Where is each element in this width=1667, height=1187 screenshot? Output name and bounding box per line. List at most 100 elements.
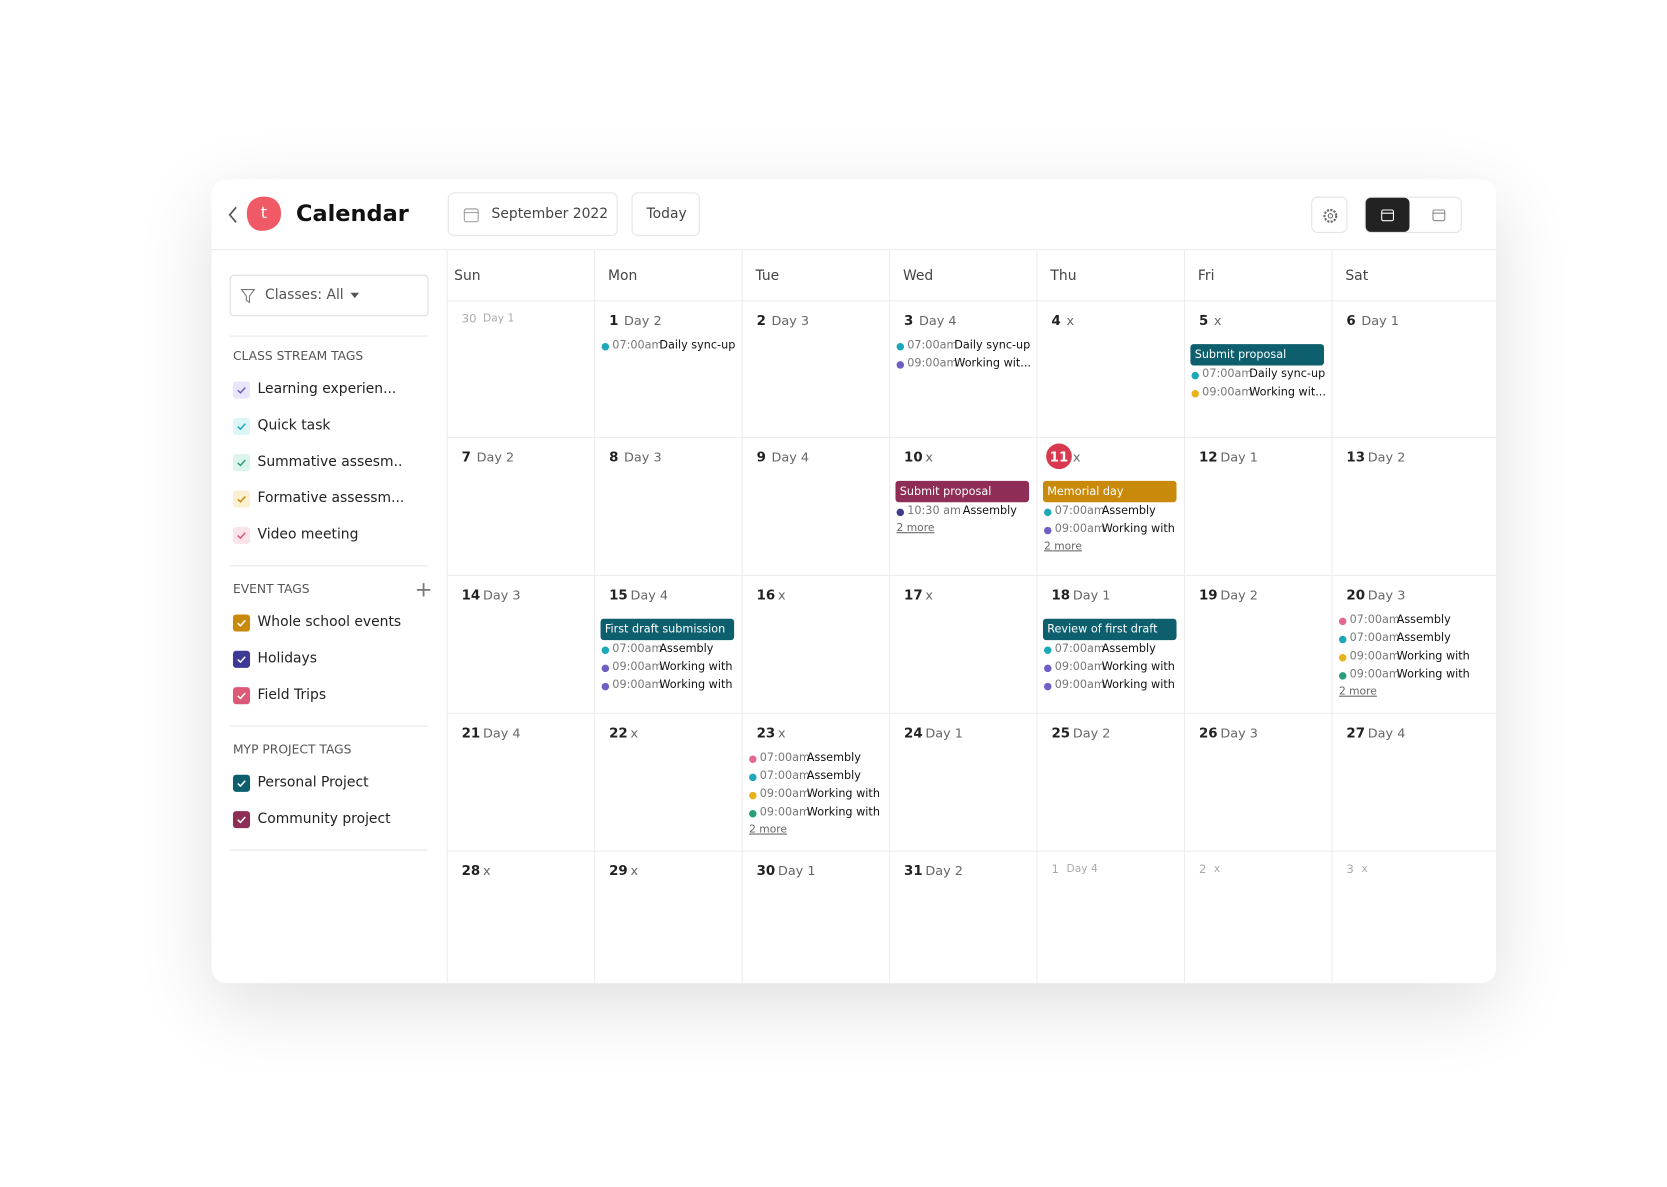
event-time: 09:00am <box>1349 649 1400 663</box>
header-divider <box>211 248 1497 251</box>
event-time: 09:00am <box>1202 385 1253 399</box>
event-title[interactable]: Working with <box>1396 667 1470 681</box>
tag-checkbox[interactable] <box>232 381 251 399</box>
tag-checkbox[interactable] <box>232 774 251 792</box>
date-number: 10 <box>904 448 923 465</box>
add-tag-button[interactable]: + <box>414 575 433 602</box>
event-banner[interactable]: Review of first draft <box>1042 618 1177 641</box>
month-view-button[interactable] <box>1365 197 1410 232</box>
tag-checkbox[interactable] <box>232 650 251 668</box>
event-title[interactable]: Working with <box>1101 678 1175 692</box>
column-line <box>1184 248 1186 984</box>
event-time: 07:00am <box>1202 367 1253 381</box>
filter-icon <box>240 289 256 304</box>
tag-checkbox[interactable] <box>232 417 251 435</box>
event-title[interactable]: Assembly <box>806 751 861 765</box>
logo <box>246 196 282 231</box>
cycle-day: Day 3 <box>483 587 521 603</box>
date-number: 11 <box>1049 448 1069 465</box>
event-dot <box>601 682 610 691</box>
cycle-day: x <box>483 863 491 879</box>
tag-checkbox[interactable] <box>232 526 251 544</box>
more-link[interactable]: 2 more <box>749 823 787 836</box>
event-time: 09:00am <box>907 356 958 370</box>
settings-button[interactable] <box>1311 196 1348 233</box>
more-link[interactable]: 2 more <box>896 522 935 535</box>
event-title[interactable]: Assembly <box>1101 504 1156 518</box>
date-number: 30 <box>756 862 776 879</box>
event-dot <box>1044 646 1052 654</box>
event-title[interactable]: Working wit... <box>954 356 1031 370</box>
back-icon[interactable] <box>227 205 240 224</box>
tag-checkbox[interactable] <box>232 687 251 705</box>
date-number: 27 <box>1346 724 1366 741</box>
month-button[interactable]: September 2022 <box>447 192 618 237</box>
check-mark <box>237 692 246 700</box>
cycle-day: Day 4 <box>483 725 521 741</box>
cycle-day: x <box>1072 449 1081 465</box>
cycle-day: Day 1 <box>1220 449 1258 465</box>
event-title[interactable]: Assembly <box>1396 631 1451 645</box>
event-title[interactable]: Working with <box>1396 649 1470 663</box>
event-banner[interactable]: First draft submission <box>600 618 735 641</box>
date-number: 1 <box>1051 862 1059 877</box>
tag-checkbox[interactable] <box>232 614 251 632</box>
cycle-day: Day 2 <box>1367 449 1406 465</box>
cycle-day: Day 3 <box>1220 725 1258 741</box>
event-title[interactable]: Assembly <box>962 504 1017 518</box>
event-banner[interactable]: Submit proposal <box>1190 344 1324 366</box>
event-title[interactable]: Working with <box>806 805 880 819</box>
sidebar-separator <box>229 725 428 727</box>
event-dot <box>749 791 757 800</box>
event-dot <box>1044 664 1052 673</box>
tag-label: Quick task <box>257 417 331 434</box>
check-mark <box>237 386 246 394</box>
cycle-day: x <box>777 587 786 603</box>
event-banner[interactable]: Submit proposal <box>895 480 1030 503</box>
event-dot <box>1044 508 1052 517</box>
cycle-day: x <box>1213 313 1222 329</box>
event-dot <box>896 361 905 369</box>
event-title[interactable]: Assembly <box>1101 642 1156 656</box>
more-link[interactable]: 2 more <box>1044 540 1082 553</box>
date-number: 3 <box>1346 862 1354 877</box>
event-title[interactable]: Working with <box>1101 522 1175 536</box>
event-title[interactable]: Daily sync-up <box>954 338 1031 352</box>
event-dot <box>749 773 757 782</box>
event-title[interactable]: Assembly <box>1396 613 1451 627</box>
cycle-day: Day 2 <box>1220 587 1258 603</box>
cycle-day: x <box>925 587 934 603</box>
more-link[interactable]: 2 more <box>1338 686 1377 698</box>
row-line <box>446 712 1497 714</box>
cycle-day: x <box>1066 313 1075 329</box>
event-time: 09:00am <box>1054 678 1105 692</box>
event-title[interactable]: Working with <box>806 787 880 801</box>
event-title[interactable]: Working wit... <box>1249 385 1326 399</box>
event-title[interactable]: Assembly <box>806 769 861 783</box>
event-banner[interactable]: Memorial day <box>1042 480 1177 503</box>
row-line <box>446 850 1497 852</box>
column-line <box>594 248 596 984</box>
event-dot <box>896 508 905 517</box>
event-title[interactable]: Assembly <box>659 642 714 656</box>
event-title[interactable]: Working with <box>659 678 733 692</box>
date-number: 3 <box>904 312 914 329</box>
class-filter[interactable] <box>229 274 429 317</box>
event-title[interactable]: Daily sync-up <box>1249 367 1326 381</box>
weekday-label: Wed <box>902 268 934 285</box>
tag-checkbox[interactable] <box>232 490 251 508</box>
date-number: 22 <box>609 724 628 741</box>
today-button[interactable]: Today <box>631 192 700 237</box>
cycle-day: Day 1 <box>777 863 816 879</box>
week-view-button[interactable] <box>1417 198 1461 232</box>
cycle-day: x <box>777 725 786 741</box>
event-title[interactable]: Working with <box>659 660 733 674</box>
event-title[interactable]: Working with <box>1101 660 1175 674</box>
weekday-label: Sat <box>1345 268 1369 285</box>
tag-checkbox[interactable] <box>232 811 251 829</box>
check-mark <box>237 423 246 431</box>
sidebar-divider <box>446 248 448 984</box>
tag-checkbox[interactable] <box>232 454 251 472</box>
date-number: 28 <box>461 862 481 879</box>
event-title[interactable]: Daily sync-up <box>659 338 736 352</box>
